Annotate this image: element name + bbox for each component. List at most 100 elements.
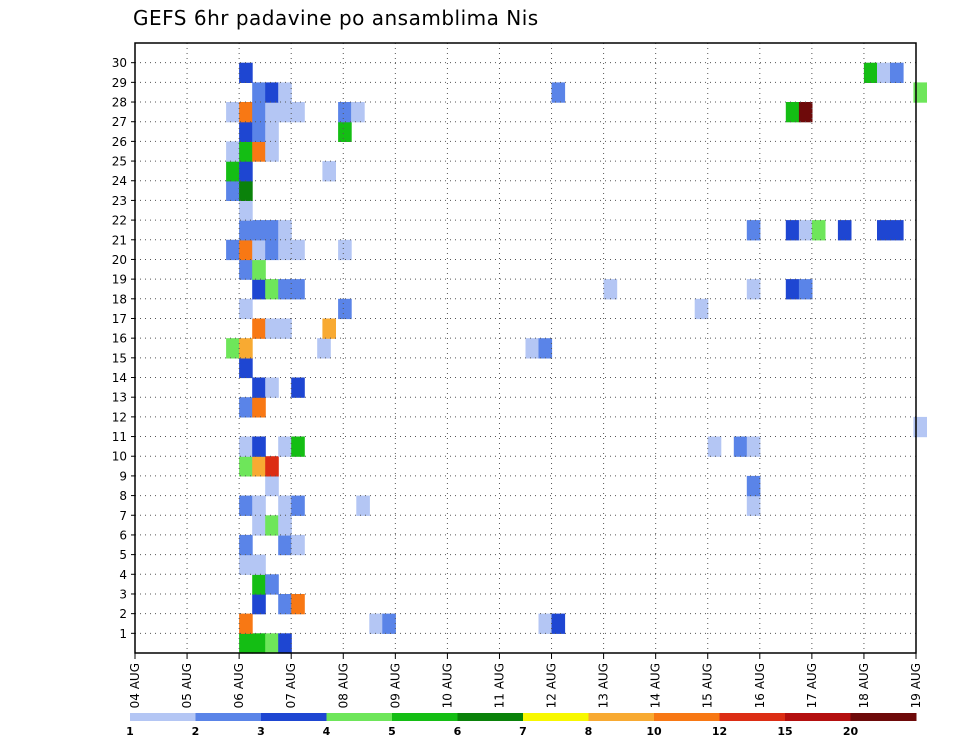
heatmap-cell — [278, 220, 292, 241]
colorbar-label: 6 — [454, 725, 462, 738]
y-tick-label: 12 — [112, 410, 127, 424]
y-tick-label: 7 — [119, 509, 127, 523]
heatmap-cell — [239, 338, 253, 359]
heatmap-cell — [913, 82, 927, 103]
heatmap-cell — [291, 534, 305, 556]
heatmap-cell — [265, 102, 279, 123]
heatmap-cell — [746, 475, 761, 497]
y-tick-label: 16 — [112, 332, 127, 346]
y-tick-label: 18 — [112, 292, 127, 306]
heatmap-cell — [239, 220, 253, 241]
x-tick-label: 11 AUG — [492, 663, 506, 708]
heatmap-cell — [291, 495, 305, 516]
colorbar-swatch — [654, 713, 720, 721]
heatmap-cell — [265, 141, 279, 162]
heatmap-cell — [538, 338, 553, 359]
y-tick-label: 3 — [119, 587, 127, 601]
heatmap-cell — [265, 515, 279, 536]
heatmap-cell — [785, 279, 800, 300]
heatmap-cell — [265, 239, 279, 261]
heatmap-cell — [252, 574, 266, 595]
x-tick-label: 18 AUG — [857, 663, 871, 708]
heatmap-cell — [877, 220, 891, 241]
heatmap-cell — [746, 220, 761, 241]
colorbar-label: 1 — [126, 725, 134, 738]
heatmap-cell — [252, 436, 266, 457]
heatmap-cell — [369, 613, 383, 634]
colorbar-swatch — [195, 713, 262, 721]
heatmap-cell — [239, 436, 253, 457]
heatmap-cell — [338, 239, 352, 261]
y-tick-label: 24 — [112, 174, 127, 188]
y-tick-label: 23 — [112, 194, 127, 208]
heatmap-cell — [252, 594, 266, 615]
x-tick-label: 19 AUG — [909, 663, 923, 708]
heatmap-cell — [278, 318, 292, 339]
y-tick-label: 2 — [119, 607, 127, 621]
x-tick-label: 06 AUG — [232, 663, 246, 708]
heatmap-cell — [265, 574, 279, 595]
heatmap-cell — [239, 102, 253, 123]
heatmap-cell — [239, 62, 253, 83]
y-tick-label: 5 — [119, 548, 127, 562]
colorbar-swatch — [523, 713, 589, 721]
heatmap-cell — [322, 161, 336, 182]
heatmap-cell — [291, 102, 305, 123]
heatmap-cell — [239, 554, 253, 575]
heatmap-cell — [239, 613, 253, 634]
colorbar-label: 10 — [646, 725, 662, 738]
heatmap-cell — [291, 594, 305, 615]
heatmap-cell — [252, 377, 266, 398]
y-tick-label: 17 — [112, 312, 127, 326]
chart-title: GEFS 6hr padavine po ansamblima Nis — [133, 6, 539, 30]
x-tick-label: 17 AUG — [805, 663, 819, 708]
y-axis: 1234567891011121314151617181920212223242… — [112, 56, 135, 641]
heatmap-cell — [525, 338, 540, 359]
colorbar-label: 4 — [323, 725, 331, 738]
heatmap-cell — [863, 62, 878, 83]
x-tick-label: 16 AUG — [753, 663, 767, 708]
heatmap-cell — [265, 279, 279, 300]
heatmap-cell — [538, 613, 553, 634]
heatmap-cell — [239, 180, 253, 201]
heatmap-cell — [278, 515, 292, 536]
heatmap-cell — [746, 495, 761, 516]
heatmap-cell — [278, 534, 292, 556]
x-axis: 04 AUG 05 AUG 06 AUG 07 AUG 08 AUG 09 AUG 10 A… — [128, 653, 923, 708]
heatmap-cell — [551, 82, 566, 103]
heatmap-cell — [265, 456, 279, 477]
y-tick-label: 9 — [119, 469, 127, 483]
heatmap-cell — [226, 161, 240, 182]
x-tick-label: 05 AUG — [180, 663, 194, 708]
heatmap-cell — [252, 220, 266, 241]
heatmap-cell — [278, 594, 292, 615]
heatmap-cell — [252, 121, 266, 142]
heatmap-cell — [746, 436, 761, 457]
heatmap-cells — [226, 62, 927, 654]
heatmap-cell — [291, 377, 305, 398]
heatmap-cell — [226, 338, 240, 359]
heatmap-cell — [278, 436, 292, 457]
x-tick-label: 15 AUG — [701, 663, 715, 708]
heatmap-cell — [226, 180, 240, 201]
y-tick-label: 25 — [112, 155, 127, 169]
heatmap-cell — [252, 102, 266, 123]
heatmap-cell — [278, 239, 292, 261]
heatmap-cell — [239, 633, 253, 654]
x-tick-label: 10 AUG — [440, 663, 454, 708]
y-tick-label: 21 — [112, 233, 127, 247]
colorbar-swatch — [457, 713, 524, 721]
y-tick-label: 28 — [112, 96, 127, 110]
heatmap-cell — [265, 220, 279, 241]
heatmap-cell — [265, 377, 279, 398]
y-tick-label: 27 — [112, 115, 127, 129]
heatmap-cell — [811, 220, 826, 241]
y-tick-label: 14 — [112, 371, 127, 385]
heatmap-cell — [239, 357, 253, 379]
y-tick-label: 15 — [112, 351, 127, 365]
colorbar-swatch — [588, 713, 655, 721]
x-tick-label: 07 AUG — [284, 663, 298, 708]
colorbar-label: 20 — [843, 725, 859, 738]
heatmap-cell — [252, 82, 266, 103]
heatmap-cell — [239, 259, 253, 280]
